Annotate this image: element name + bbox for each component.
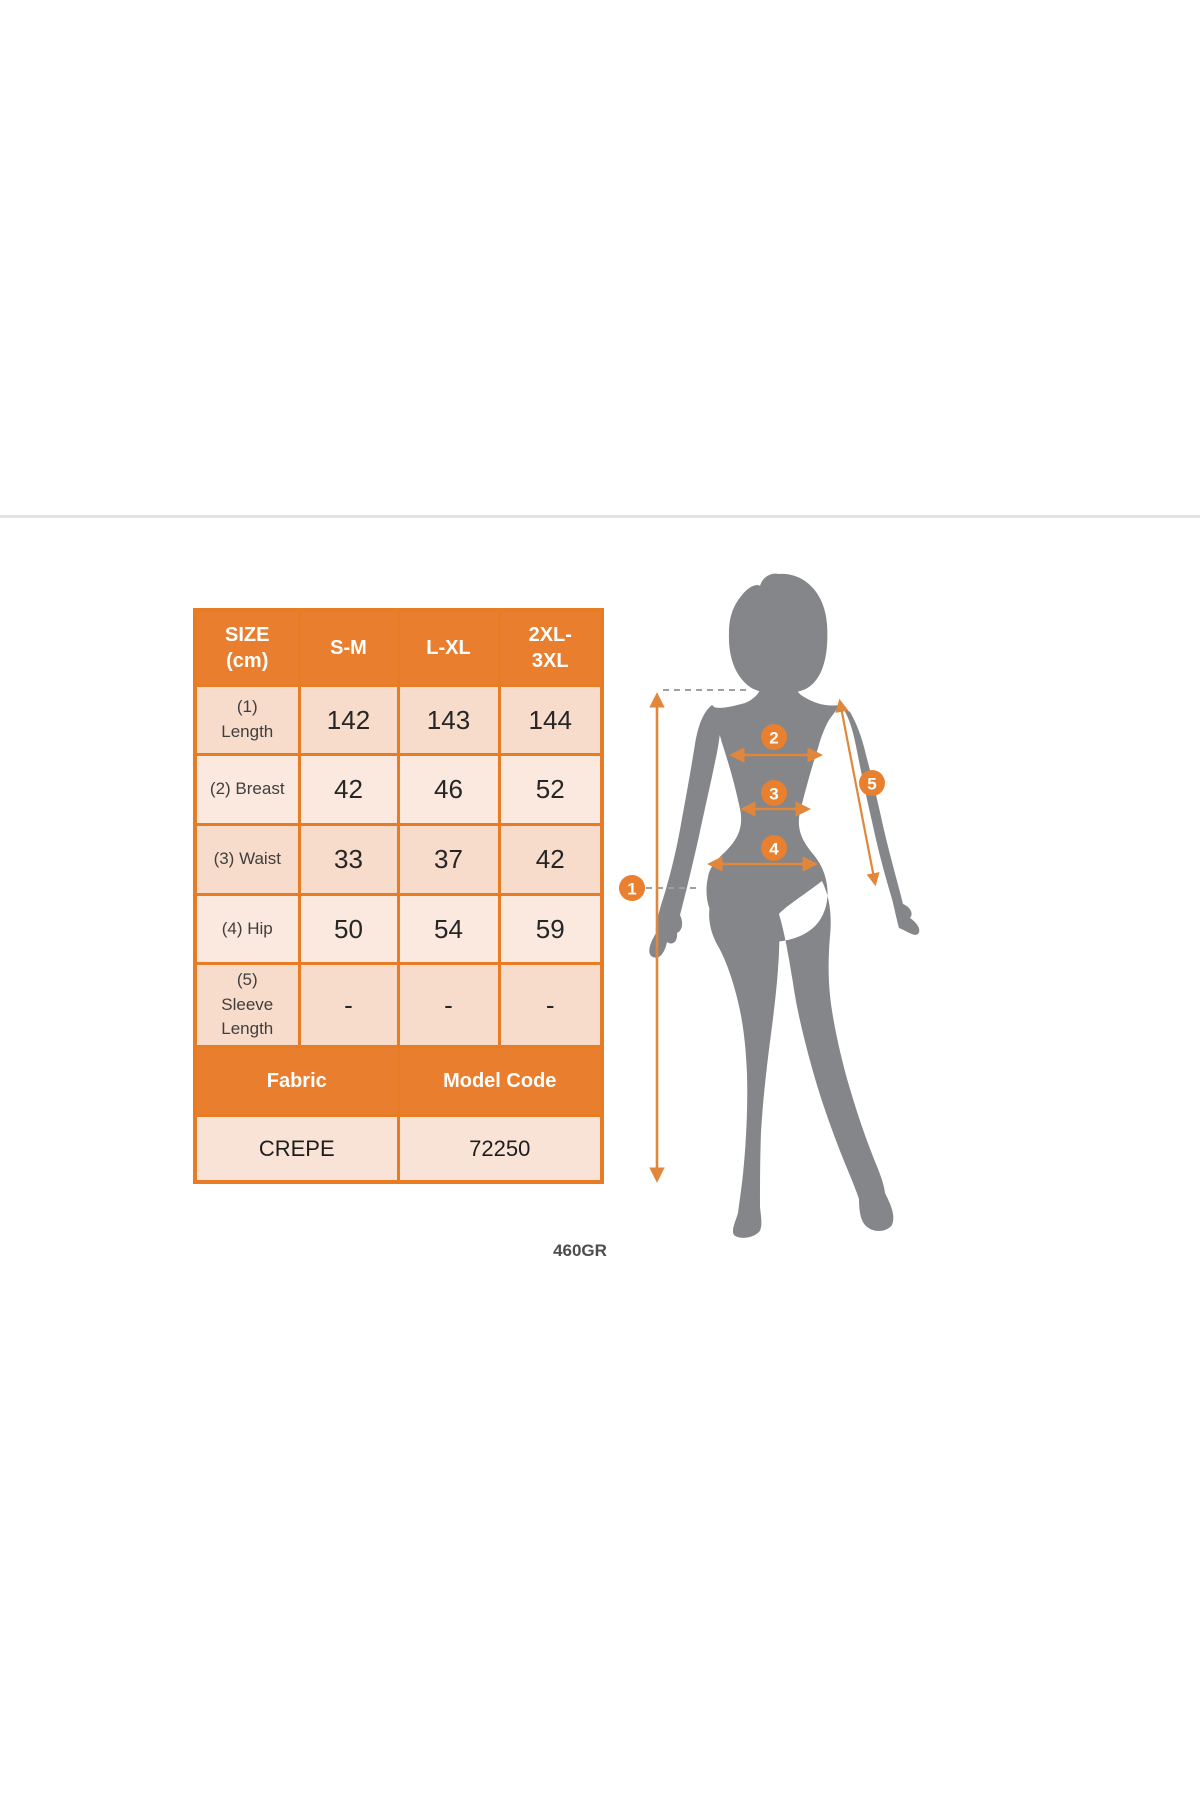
fabric-header: Fabric (193, 1045, 400, 1117)
badge-circle (761, 780, 787, 806)
badge-circle (761, 724, 787, 750)
cell-waist-sm: 33 (297, 823, 400, 896)
cell-hip-2xl3xl: 59 (497, 893, 604, 965)
cell-breast-sm: 42 (297, 753, 400, 826)
badge-number: 2 (769, 729, 778, 748)
model-code-header: Model Code (396, 1045, 604, 1117)
col-header-s-m: S-M (297, 608, 400, 687)
sleeve-measure-line (835, 698, 880, 887)
body-measurement-figure: 1 2 3 4 5 (619, 573, 920, 1238)
divider-line (0, 515, 1200, 518)
size-table: SIZE (cm) S-M L-XL 2XL- 3XL (1) Length 1… (193, 608, 604, 1184)
table-row: (2) Breast 42 46 52 (193, 753, 604, 826)
cell-waist-lxl: 37 (396, 823, 501, 896)
female-silhouette-body (649, 675, 920, 1238)
cell-length-lxl: 143 (396, 684, 501, 756)
row-label-breast: (2) Breast (193, 753, 301, 826)
badge-circle (619, 875, 645, 901)
fabric-header-row: Fabric Model Code (193, 1045, 604, 1117)
row-label-length: (1) Length (193, 684, 301, 756)
cell-waist-2xl3xl: 42 (497, 823, 604, 896)
badge-number: 5 (867, 775, 876, 794)
table-row: (4) Hip 50 54 59 (193, 893, 604, 965)
cell-hip-lxl: 54 (396, 893, 501, 965)
row-label-sleeve-length: (5) Sleeve Length (193, 962, 301, 1048)
badge-sleeve: 5 (859, 770, 885, 796)
col-header-l-xl: L-XL (396, 608, 501, 687)
cell-sleeve-lxl: - (396, 962, 501, 1048)
row-label-hip: (4) Hip (193, 893, 301, 965)
female-silhouette-head (728, 573, 828, 694)
col-header-2xl-3xl: 2XL- 3XL (497, 608, 604, 687)
table-row: (1) Length 142 143 144 (193, 684, 604, 756)
table-row: (3) Waist 33 37 42 (193, 823, 604, 896)
badge-hip: 4 (761, 835, 787, 861)
col-header-size-cm: SIZE (cm) (193, 608, 301, 687)
table-row: (5) Sleeve Length - - - (193, 962, 604, 1048)
model-code-value: 72250 (396, 1114, 604, 1184)
badge-breast: 2 (761, 724, 787, 750)
cell-hip-sm: 50 (297, 893, 400, 965)
table-header-row: SIZE (cm) S-M L-XL 2XL- 3XL (193, 608, 604, 687)
cell-breast-2xl3xl: 52 (497, 753, 604, 826)
badge-length: 1 (619, 875, 645, 901)
cell-length-2xl3xl: 144 (497, 684, 604, 756)
cell-length-sm: 142 (297, 684, 400, 756)
cell-breast-lxl: 46 (396, 753, 501, 826)
fabric-value: CREPE (193, 1114, 400, 1184)
badge-circle (761, 835, 787, 861)
badge-number: 3 (769, 785, 778, 804)
badge-number: 1 (627, 880, 636, 899)
cell-sleeve-sm: - (297, 962, 400, 1048)
badge-waist: 3 (761, 780, 787, 806)
badge-circle (859, 770, 885, 796)
weight-note: 460GR (553, 1241, 607, 1260)
cell-sleeve-2xl3xl: - (497, 962, 604, 1048)
fabric-value-row: CREPE 72250 (193, 1114, 604, 1184)
badge-number: 4 (769, 840, 779, 859)
row-label-waist: (3) Waist (193, 823, 301, 896)
